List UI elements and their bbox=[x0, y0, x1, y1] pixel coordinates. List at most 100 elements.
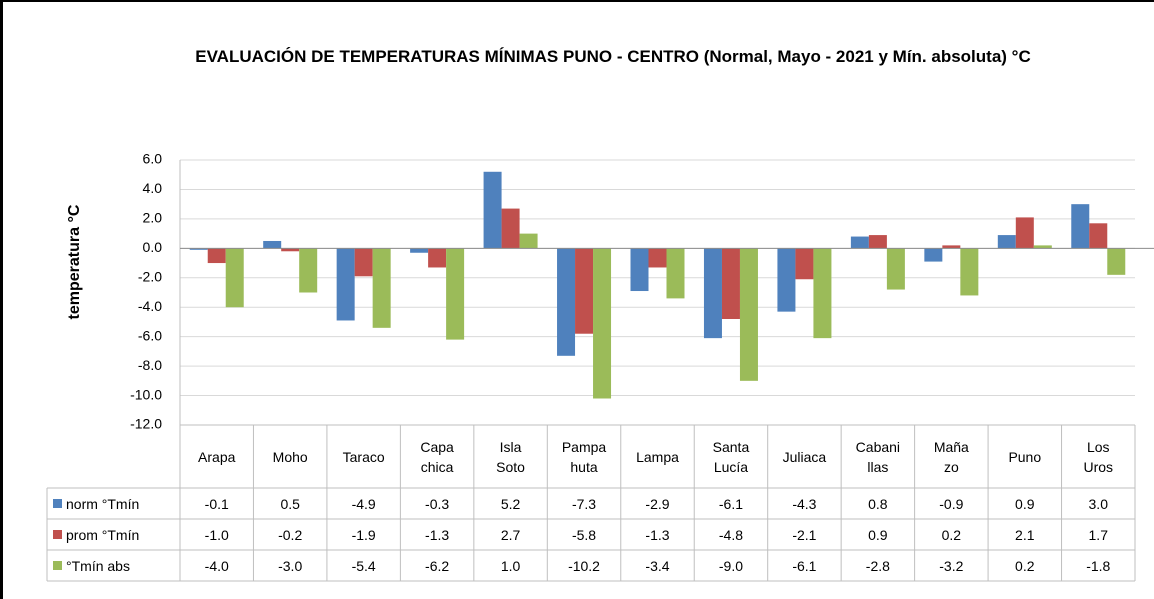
x-tick-label: Pampa huta bbox=[561, 438, 607, 475]
table-value: 0.9 bbox=[868, 526, 888, 543]
y-tick-label: 4.0 bbox=[143, 180, 163, 196]
legend-swatch bbox=[53, 530, 62, 539]
table-value: -1.9 bbox=[351, 526, 376, 543]
x-tick-label: Arapa bbox=[198, 448, 236, 465]
y-tick-label: 2.0 bbox=[143, 210, 163, 226]
y-tick-label: -2.0 bbox=[138, 268, 162, 284]
chart-canvas: temperatura °C -12.0 -10.0 -8.0 -6.0 -4.0 -2.… bbox=[46, 151, 1154, 582]
table-value: 3.0 bbox=[1088, 495, 1108, 512]
bar bbox=[813, 248, 832, 339]
table-value: 2.7 bbox=[500, 526, 521, 543]
bar bbox=[1015, 217, 1034, 249]
chart-title: EVALUACIÓN DE TEMPERATURAS MÍNIMAS PUNO … bbox=[195, 47, 1031, 66]
table-value: -3.2 bbox=[939, 557, 964, 574]
x-tick-label: Taraco bbox=[342, 448, 385, 465]
table-value: -2.8 bbox=[865, 557, 890, 574]
x-tick-label: Los Uros bbox=[1083, 438, 1114, 475]
x-tick-label: Capa chica bbox=[420, 438, 454, 475]
x-tick-label: Isla Soto bbox=[496, 438, 525, 475]
table-value: -0.2 bbox=[278, 526, 303, 543]
table-value: 0.8 bbox=[868, 495, 888, 512]
bar bbox=[777, 248, 796, 312]
table-value: -9.0 bbox=[718, 557, 743, 574]
x-tick-label: Santa Lucía bbox=[712, 438, 750, 475]
bar bbox=[557, 248, 576, 356]
bar bbox=[410, 248, 429, 253]
bar bbox=[263, 240, 282, 249]
table-value: -4.0 bbox=[204, 557, 229, 574]
x-tick-label: Maña zo bbox=[933, 438, 969, 475]
y-tick-label: -10.0 bbox=[130, 386, 162, 402]
bar bbox=[575, 248, 594, 334]
bar bbox=[372, 248, 391, 328]
x-tick-label: Juliaca bbox=[782, 448, 827, 465]
table-value: 1.0 bbox=[500, 557, 521, 574]
table-value: 0.2 bbox=[941, 526, 962, 543]
table-value: -1.3 bbox=[425, 526, 450, 543]
legend-entry: prom °Tmín bbox=[47, 519, 180, 550]
bar bbox=[960, 248, 979, 296]
bar bbox=[886, 248, 905, 290]
bar bbox=[1033, 245, 1052, 249]
table-value: -6.2 bbox=[425, 557, 450, 574]
bar bbox=[924, 248, 943, 262]
table-value: 2.1 bbox=[1015, 526, 1035, 543]
bar bbox=[299, 248, 318, 293]
y-tick-label: -12.0 bbox=[130, 416, 162, 432]
table-value: -3.0 bbox=[278, 557, 303, 574]
table-value: -4.9 bbox=[351, 495, 376, 512]
legend-swatch bbox=[53, 499, 62, 508]
y-tick-label: 6.0 bbox=[143, 151, 163, 167]
bar bbox=[666, 248, 685, 299]
legend-entry: norm °Tmín bbox=[47, 488, 180, 519]
table-value: 0.9 bbox=[1015, 495, 1035, 512]
bar bbox=[850, 236, 869, 249]
table-value: -5.8 bbox=[571, 526, 597, 543]
legend-label: °Tmín abs bbox=[66, 557, 130, 574]
table-value: -4.3 bbox=[792, 495, 817, 512]
table-value: -2.9 bbox=[645, 495, 670, 512]
table-value: -5.4 bbox=[351, 557, 376, 574]
table-value: -1.8 bbox=[1086, 557, 1111, 574]
y-tick-label: -6.0 bbox=[138, 327, 162, 343]
table-value: -1.3 bbox=[645, 526, 670, 543]
bar bbox=[501, 208, 520, 249]
bar bbox=[942, 245, 961, 249]
legend-entry: °Tmín abs bbox=[47, 550, 180, 581]
table-value: -4.8 bbox=[718, 526, 743, 543]
table-value: -6.1 bbox=[792, 557, 817, 574]
y-axis-label: temperatura °C bbox=[66, 204, 83, 319]
bar bbox=[648, 248, 667, 268]
bar bbox=[721, 248, 740, 319]
y-tick-label: -8.0 bbox=[138, 357, 162, 373]
bar bbox=[739, 248, 758, 381]
bar bbox=[428, 248, 447, 268]
table-value: -0.1 bbox=[204, 495, 229, 512]
table-value: -1.0 bbox=[204, 526, 229, 543]
bar bbox=[483, 171, 502, 249]
bar bbox=[336, 248, 355, 321]
x-tick-label: Lampa bbox=[636, 448, 679, 465]
table-value: -10.2 bbox=[568, 557, 600, 574]
bar bbox=[997, 235, 1016, 249]
bar bbox=[593, 248, 612, 399]
x-tick-label: Moho bbox=[272, 448, 308, 465]
bar bbox=[207, 248, 226, 264]
bar bbox=[1107, 248, 1126, 275]
table-value: 1.7 bbox=[1088, 526, 1108, 543]
y-tick-label: -4.0 bbox=[138, 298, 162, 314]
bar bbox=[189, 248, 208, 250]
table-value: -0.3 bbox=[425, 495, 450, 512]
legend-label: prom °Tmín bbox=[66, 526, 140, 543]
bar bbox=[225, 248, 244, 308]
x-tick-label: Cabani llas bbox=[855, 438, 901, 475]
bar bbox=[519, 233, 538, 249]
bar bbox=[868, 235, 887, 249]
table-value: -3.4 bbox=[645, 557, 670, 574]
table-value: -6.1 bbox=[718, 495, 743, 512]
table-value: -0.9 bbox=[939, 495, 964, 512]
table-value: 0.5 bbox=[280, 495, 300, 512]
bar bbox=[795, 248, 814, 280]
bar bbox=[354, 248, 373, 277]
